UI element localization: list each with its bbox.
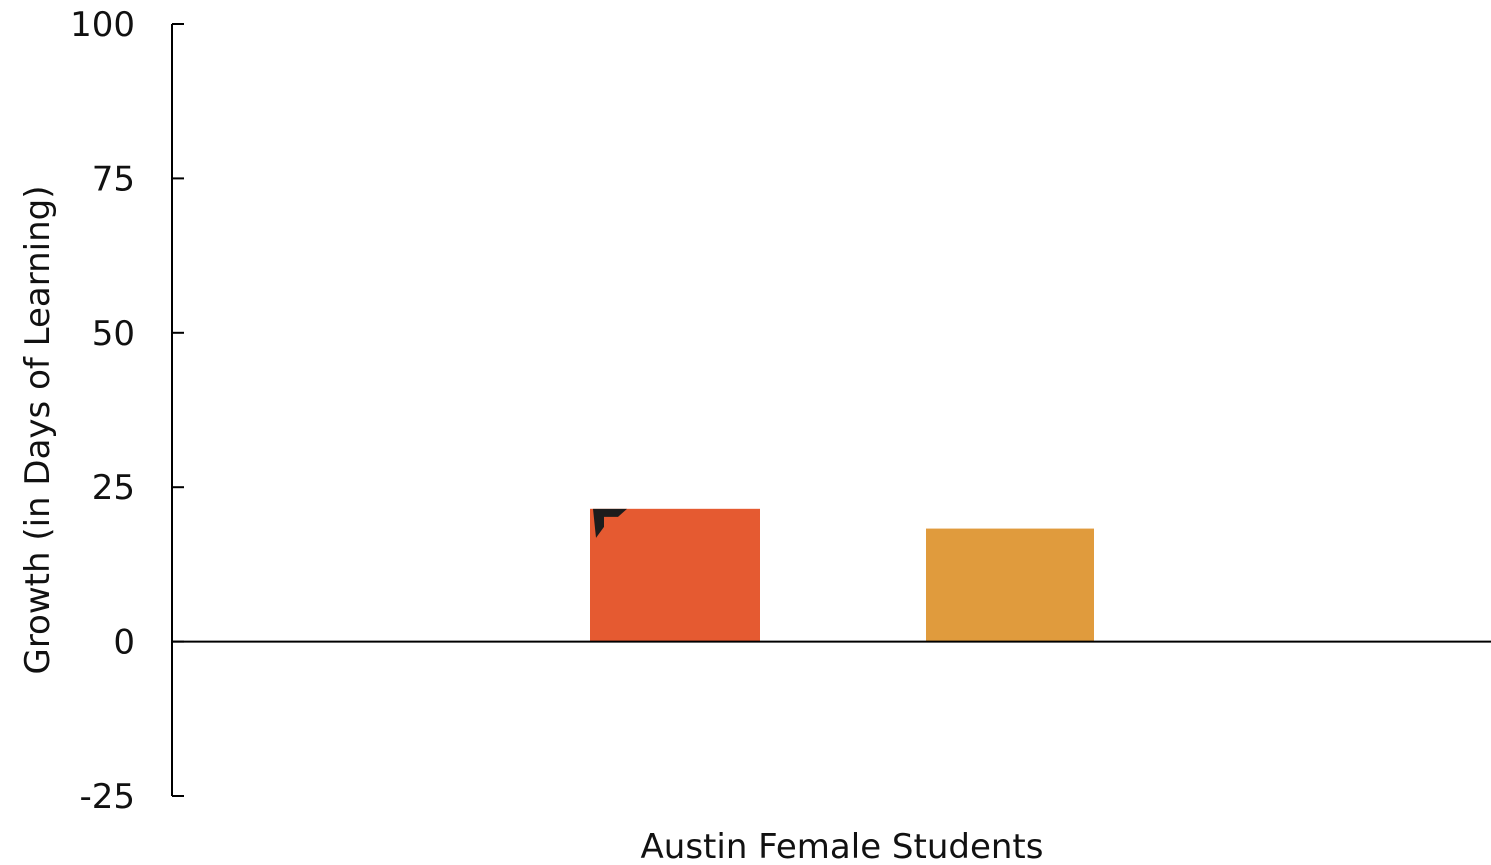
- y-tick-label: 100: [70, 5, 135, 45]
- y-axis-title: Growth (in Days of Learning): [18, 185, 58, 674]
- x-axis-title: Austin Female Students: [641, 827, 1044, 865]
- y-tick-label: -25: [79, 777, 135, 817]
- black-flag-corner-icon: [593, 508, 627, 538]
- bars: [590, 508, 1094, 642]
- y-tick-label: 50: [92, 314, 135, 354]
- y-tick-label: 75: [92, 159, 135, 199]
- bar-2: [926, 528, 1094, 642]
- y-tick-label: 0: [113, 623, 135, 663]
- bar-1: [590, 508, 760, 642]
- y-tick-label: 25: [92, 468, 135, 508]
- y-axis: -25 0 25 50 75 100: [70, 5, 184, 817]
